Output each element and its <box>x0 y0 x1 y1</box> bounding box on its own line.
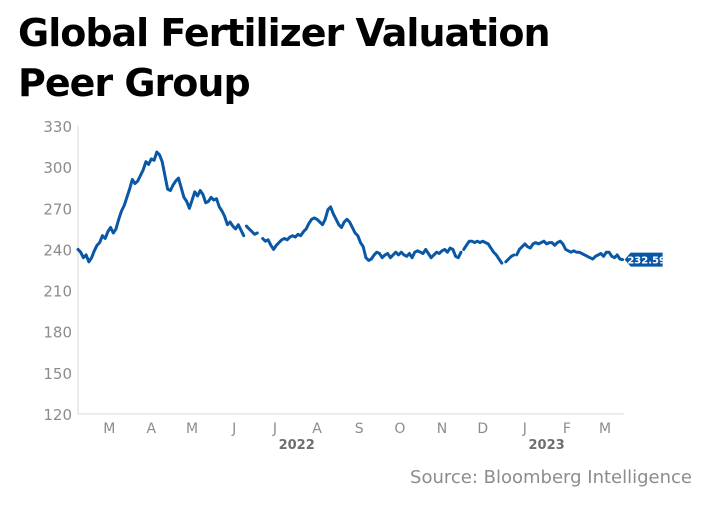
x-tick-label: M <box>186 421 198 437</box>
x-tick-label: S <box>355 421 364 437</box>
x-tick-label: J <box>522 421 527 437</box>
series-line-segment <box>261 205 463 262</box>
y-tick-label: 180 <box>43 324 72 342</box>
y-tick-label: 330 <box>43 118 72 136</box>
series-lines <box>76 150 625 265</box>
x-tick-label: N <box>437 421 447 437</box>
x-year-label: 2022 <box>279 438 315 453</box>
series-line-segment <box>462 239 504 265</box>
x-tick-label: D <box>477 421 488 437</box>
series-line-segment <box>515 239 625 262</box>
x-tick-label: A <box>147 421 157 437</box>
source-note: Source: Bloomberg Intelligence <box>410 467 692 488</box>
x-tick-label: M <box>599 421 611 437</box>
y-tick-label: 300 <box>43 159 72 177</box>
y-tick-label: 210 <box>43 283 72 301</box>
x-year-label: 2023 <box>528 438 564 453</box>
y-tick-label: 120 <box>43 406 72 424</box>
last-value-label: 232.59 <box>627 256 666 267</box>
x-tick-label: A <box>312 421 322 437</box>
chart-title: Global Fertilizer Valuation Peer Group <box>18 11 551 105</box>
x-tick-label: O <box>394 421 405 437</box>
series-line-segment <box>504 253 516 264</box>
last-value-label-group: 232.59 <box>624 252 666 267</box>
x-tick-label: J <box>231 421 236 437</box>
y-tick-label: 270 <box>43 200 72 218</box>
y-tick-label: 150 <box>43 365 72 383</box>
x-tick-label: F <box>563 421 571 437</box>
x-axis: M A M J J A S O N D J F M 2022 2023 <box>78 413 624 453</box>
y-axis: 330 300 270 240 210 180 150 120 <box>43 118 79 424</box>
x-tick-label: J <box>272 421 277 437</box>
last-value-badge <box>624 252 663 267</box>
series-line-segment <box>76 150 246 264</box>
x-tick-label: M <box>103 421 115 437</box>
series-line-segment <box>244 224 259 236</box>
y-tick-label: 240 <box>43 241 72 259</box>
